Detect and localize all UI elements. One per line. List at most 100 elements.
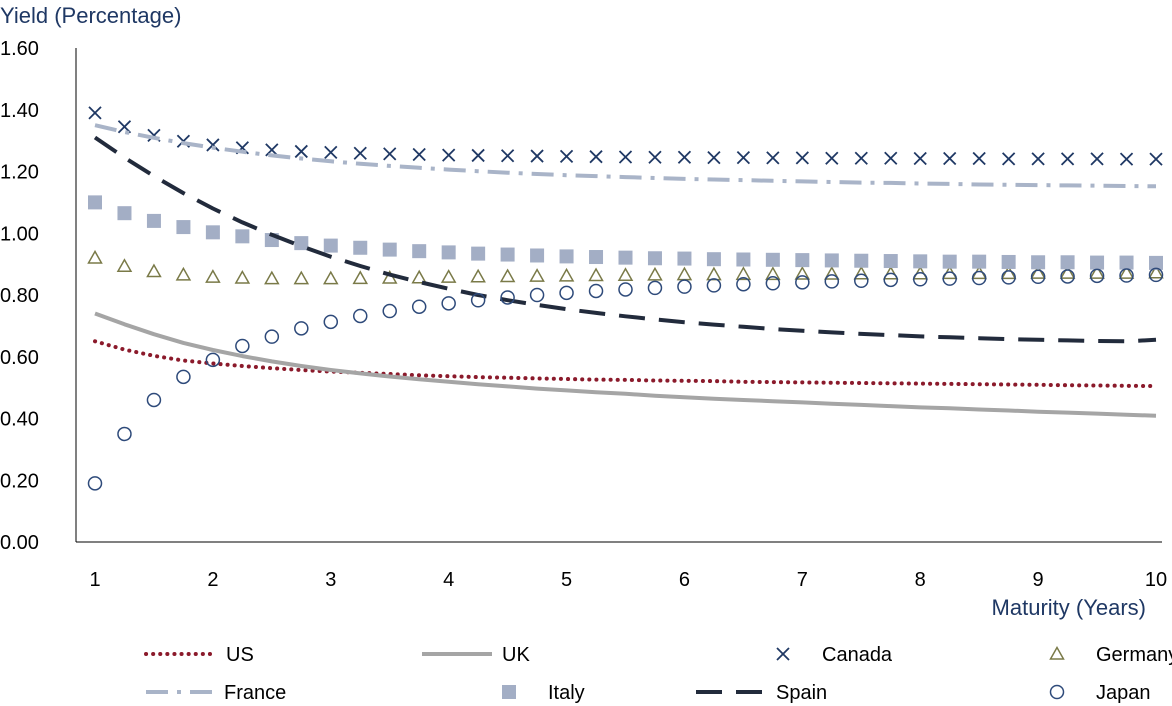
data-point-italy	[176, 220, 191, 235]
x-tick-label: 1	[89, 569, 100, 591]
data-point-italy	[1090, 255, 1105, 270]
data-point-japan	[176, 369, 191, 385]
x-tick-label: 10	[1145, 569, 1167, 591]
series-line-spain	[93, 135, 1157, 344]
data-point-japan	[1119, 268, 1134, 283]
data-point-japan	[706, 278, 722, 293]
data-point-canada	[442, 148, 456, 162]
legend-item-japan: Japan	[1049, 682, 1151, 704]
plot-area	[87, 106, 1164, 491]
data-point-canada	[471, 148, 485, 163]
data-point-germany	[175, 266, 192, 281]
data-point-japan	[117, 426, 132, 442]
data-point-germany	[588, 267, 604, 282]
data-point-canada	[707, 150, 721, 165]
data-point-japan	[1001, 270, 1016, 285]
data-point-germany	[676, 266, 693, 281]
data-point-canada	[825, 151, 839, 165]
y-tick-label: 1.60	[0, 38, 39, 60]
y-tick-label: 0.60	[0, 347, 39, 369]
data-point-japan	[559, 285, 574, 301]
data-point-italy	[647, 251, 662, 266]
legend-marker-germany	[1049, 645, 1065, 660]
data-point-italy	[294, 236, 309, 251]
data-point-canada	[618, 150, 633, 164]
data-point-canada	[795, 151, 809, 165]
data-point-germany	[1148, 264, 1164, 279]
data-point-japan	[736, 276, 751, 292]
data-point-canada	[88, 106, 102, 120]
data-point-japan	[323, 314, 339, 330]
data-point-germany	[765, 266, 781, 281]
data-point-italy	[1119, 255, 1134, 270]
legend-label-us: US	[226, 644, 254, 666]
y-tick-label: 0.20	[0, 470, 39, 492]
data-point-italy	[736, 252, 751, 267]
legend-item-germany: Germany	[1049, 644, 1172, 666]
data-point-canada	[943, 151, 957, 166]
data-point-italy	[1149, 255, 1163, 270]
y-axis-ticks: 0.00 0.20 0.40 0.60 0.80 1.00 1.20 1.40 1.60	[0, 38, 39, 554]
series-line-france	[94, 123, 1157, 189]
legend-marker-canada	[776, 647, 790, 661]
legend-label-germany: Germany	[1096, 644, 1172, 666]
data-point-italy	[618, 250, 633, 265]
data-point-canada	[1149, 152, 1163, 166]
data-point-japan	[1030, 269, 1046, 285]
data-point-italy	[382, 242, 397, 257]
data-point-italy	[441, 245, 456, 260]
data-point-canada	[294, 144, 308, 159]
data-point-canada	[500, 149, 515, 163]
legend-label-spain: Spain	[776, 682, 827, 704]
data-point-japan	[854, 273, 869, 289]
data-point-italy	[88, 195, 102, 210]
data-point-japan	[235, 338, 250, 354]
data-point-canada	[1002, 152, 1016, 166]
data-point-germany	[322, 270, 339, 285]
x-tick-label: 6	[679, 569, 690, 591]
data-point-japan	[264, 329, 280, 344]
data-point-japan	[1060, 269, 1075, 284]
data-point-japan	[795, 275, 810, 290]
data-point-japan	[677, 279, 692, 294]
data-point-italy	[854, 253, 869, 268]
legend-item-italy: Italy	[502, 682, 585, 704]
data-point-germany	[146, 263, 162, 278]
data-point-italy	[146, 213, 161, 228]
data-point-japan	[500, 290, 515, 305]
data-point-germany	[352, 270, 369, 285]
data-point-canada	[854, 151, 868, 165]
data-point-italy	[205, 225, 220, 240]
data-point-canada	[972, 151, 986, 166]
y-tick-label: 1.00	[0, 223, 39, 245]
data-point-italy	[765, 252, 780, 267]
data-point-germany	[617, 267, 634, 281]
data-point-germany	[264, 270, 280, 285]
data-point-italy	[1031, 255, 1046, 270]
data-point-germany	[1118, 265, 1135, 279]
legend-item-us: US	[144, 644, 254, 666]
data-point-germany	[1059, 265, 1076, 279]
series-uk	[94, 311, 1157, 418]
data-point-canada	[677, 150, 692, 164]
data-point-canada	[884, 151, 898, 165]
x-tick-label: 9	[1033, 569, 1044, 591]
data-point-italy	[353, 240, 368, 255]
data-point-japan	[883, 272, 898, 288]
data-point-japan	[294, 321, 309, 336]
legend-item-uk: UK	[422, 644, 530, 666]
x-axis-ticks: 1 2 3 4 5 6 7 8 9 10	[89, 569, 1167, 591]
data-point-italy	[117, 206, 132, 221]
data-point-germany	[470, 268, 486, 283]
data-point-canada	[353, 146, 367, 160]
data-point-italy	[589, 250, 604, 265]
data-point-japan	[441, 296, 456, 311]
data-point-germany	[293, 270, 310, 285]
data-point-italy	[559, 249, 574, 264]
data-point-japan	[765, 276, 781, 291]
data-point-canada	[589, 150, 603, 164]
data-point-canada	[648, 150, 662, 164]
data-point-japan	[912, 272, 928, 287]
x-tick-label: 4	[443, 569, 454, 591]
legend-label-italy: Italy	[548, 682, 585, 704]
